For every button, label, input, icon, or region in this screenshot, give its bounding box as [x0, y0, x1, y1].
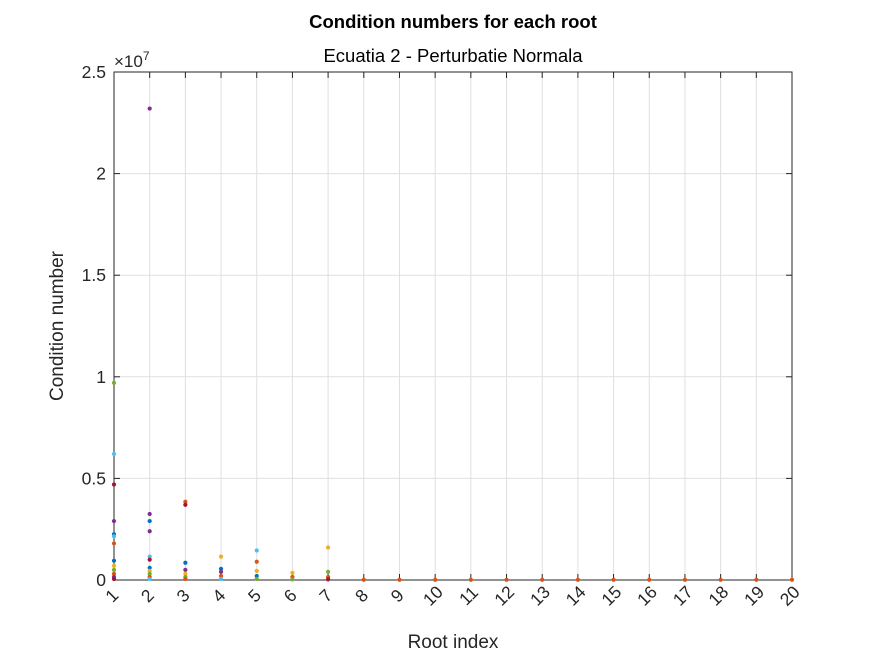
data-point: [218, 566, 224, 571]
data-point: [147, 529, 152, 534]
plot-area-box: [113, 71, 793, 581]
data-point: [290, 570, 295, 575]
data-point: [147, 568, 152, 573]
y-tick-label: 2.5: [82, 62, 106, 82]
data-point: [183, 571, 188, 577]
data-point: [111, 558, 117, 563]
data-point: [326, 545, 331, 550]
data-point: [611, 577, 616, 582]
data-point: [111, 571, 117, 577]
data-point: [111, 534, 117, 539]
data-point: [718, 577, 723, 582]
y-tick-label: 0.5: [82, 468, 106, 488]
chart-subtitle: Ecuatia 2 - Perturbatie Normala: [323, 45, 583, 66]
data-point: [682, 577, 688, 582]
data-point: [361, 577, 366, 582]
data-point: [111, 380, 117, 385]
data-point: [504, 577, 509, 582]
data-point: [254, 559, 259, 564]
data-point: [147, 106, 152, 111]
data-point: [147, 565, 152, 570]
data-point: [111, 576, 117, 582]
data-point: [183, 560, 188, 565]
y-axis-label: Condition number: [47, 250, 68, 401]
data-point: [754, 577, 759, 582]
data-point: [111, 518, 117, 524]
y-axis-exponent: ×107: [114, 49, 150, 71]
data-point: [183, 502, 188, 507]
data-points: [111, 106, 795, 582]
y-tick-label: 2: [96, 164, 106, 184]
x-axis-label: Root index: [408, 632, 499, 653]
data-point: [218, 569, 224, 574]
data-point: [183, 499, 188, 504]
y-tick-labels: 0 0.5 1 1.5 2 2.5: [82, 62, 107, 590]
data-point: [254, 573, 259, 579]
data-point: [147, 571, 152, 577]
data-point: [111, 482, 117, 487]
data-point: [218, 573, 224, 579]
data-point: [147, 576, 152, 582]
data-point: [789, 577, 795, 582]
data-point: [218, 554, 224, 559]
data-point: [111, 563, 117, 568]
tick-marks: [113, 71, 793, 581]
data-point: [575, 577, 580, 582]
data-point: [147, 511, 152, 517]
data-point: [254, 568, 259, 573]
y-tick-label: 1.5: [82, 265, 106, 285]
data-point: [183, 576, 188, 582]
data-point: [540, 577, 545, 582]
data-point: [111, 567, 117, 572]
data-point: [254, 548, 259, 553]
data-point: [290, 577, 295, 582]
data-point: [147, 554, 152, 559]
data-point: [647, 577, 652, 582]
data-point: [254, 576, 259, 582]
data-point: [326, 577, 331, 582]
data-point: [183, 567, 188, 572]
data-point: [326, 569, 331, 574]
data-point: [218, 576, 224, 582]
data-point: [433, 577, 438, 582]
data-point: [111, 541, 117, 546]
data-point: [147, 518, 152, 524]
chart-title: Condition numbers for each root: [309, 11, 597, 32]
y-exponent-base: ×10: [114, 52, 143, 71]
data-point: [111, 451, 117, 457]
data-point: [147, 557, 152, 562]
y-tick-label: 0: [96, 570, 106, 590]
data-point: [397, 577, 402, 582]
y-exponent-power: 7: [143, 49, 150, 63]
y-tick-label: 1: [96, 367, 106, 387]
grid-lines: [114, 72, 792, 580]
data-point: [468, 577, 473, 582]
